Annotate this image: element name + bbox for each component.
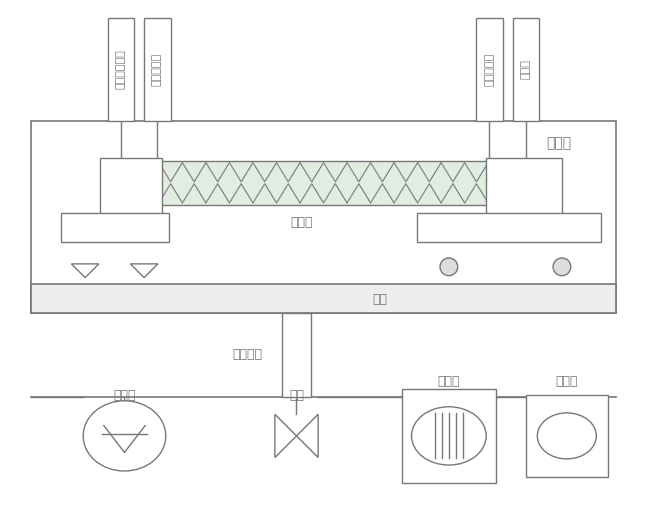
Text: 波纹管: 波纹管: [290, 216, 313, 229]
Bar: [281, 313, 311, 397]
Bar: [60, 213, 169, 242]
Text: 分子泵: 分子泵: [437, 374, 460, 388]
Ellipse shape: [83, 401, 166, 471]
Text: 热电偶温控仳: 热电偶温控仳: [116, 49, 125, 89]
Text: 检测器电源: 检测器电源: [484, 53, 494, 86]
Text: 真空室: 真空室: [547, 136, 572, 150]
Text: 固定支架: 固定支架: [99, 220, 129, 233]
Bar: [31, 122, 616, 313]
Polygon shape: [296, 415, 318, 458]
Text: XY方向活动支架: XY方向活动支架: [479, 220, 540, 233]
Bar: [31, 284, 616, 313]
Bar: [402, 389, 496, 483]
Text: 钒源: 钒源: [124, 182, 139, 194]
Bar: [417, 213, 601, 242]
Text: 阔门: 阔门: [289, 389, 304, 403]
Text: 检测器: 检测器: [514, 182, 536, 194]
Text: 真空规: 真空规: [113, 389, 136, 403]
Text: 底板: 底板: [372, 293, 387, 306]
Bar: [144, 18, 171, 122]
Bar: [513, 18, 540, 122]
Text: 加热管电源: 加热管电源: [152, 53, 162, 86]
Ellipse shape: [538, 413, 596, 459]
Polygon shape: [131, 264, 158, 278]
Bar: [108, 18, 135, 122]
Ellipse shape: [411, 407, 486, 465]
Bar: [526, 394, 608, 477]
Polygon shape: [275, 415, 296, 458]
Bar: [159, 161, 488, 205]
Text: 静电计: 静电计: [521, 60, 530, 79]
Text: 机械泵: 机械泵: [556, 374, 578, 388]
Ellipse shape: [440, 258, 458, 275]
Bar: [476, 18, 503, 122]
Ellipse shape: [553, 258, 571, 275]
Bar: [486, 157, 562, 220]
Bar: [100, 157, 162, 220]
Text: 管道流导: 管道流导: [232, 348, 262, 361]
Polygon shape: [72, 264, 99, 278]
